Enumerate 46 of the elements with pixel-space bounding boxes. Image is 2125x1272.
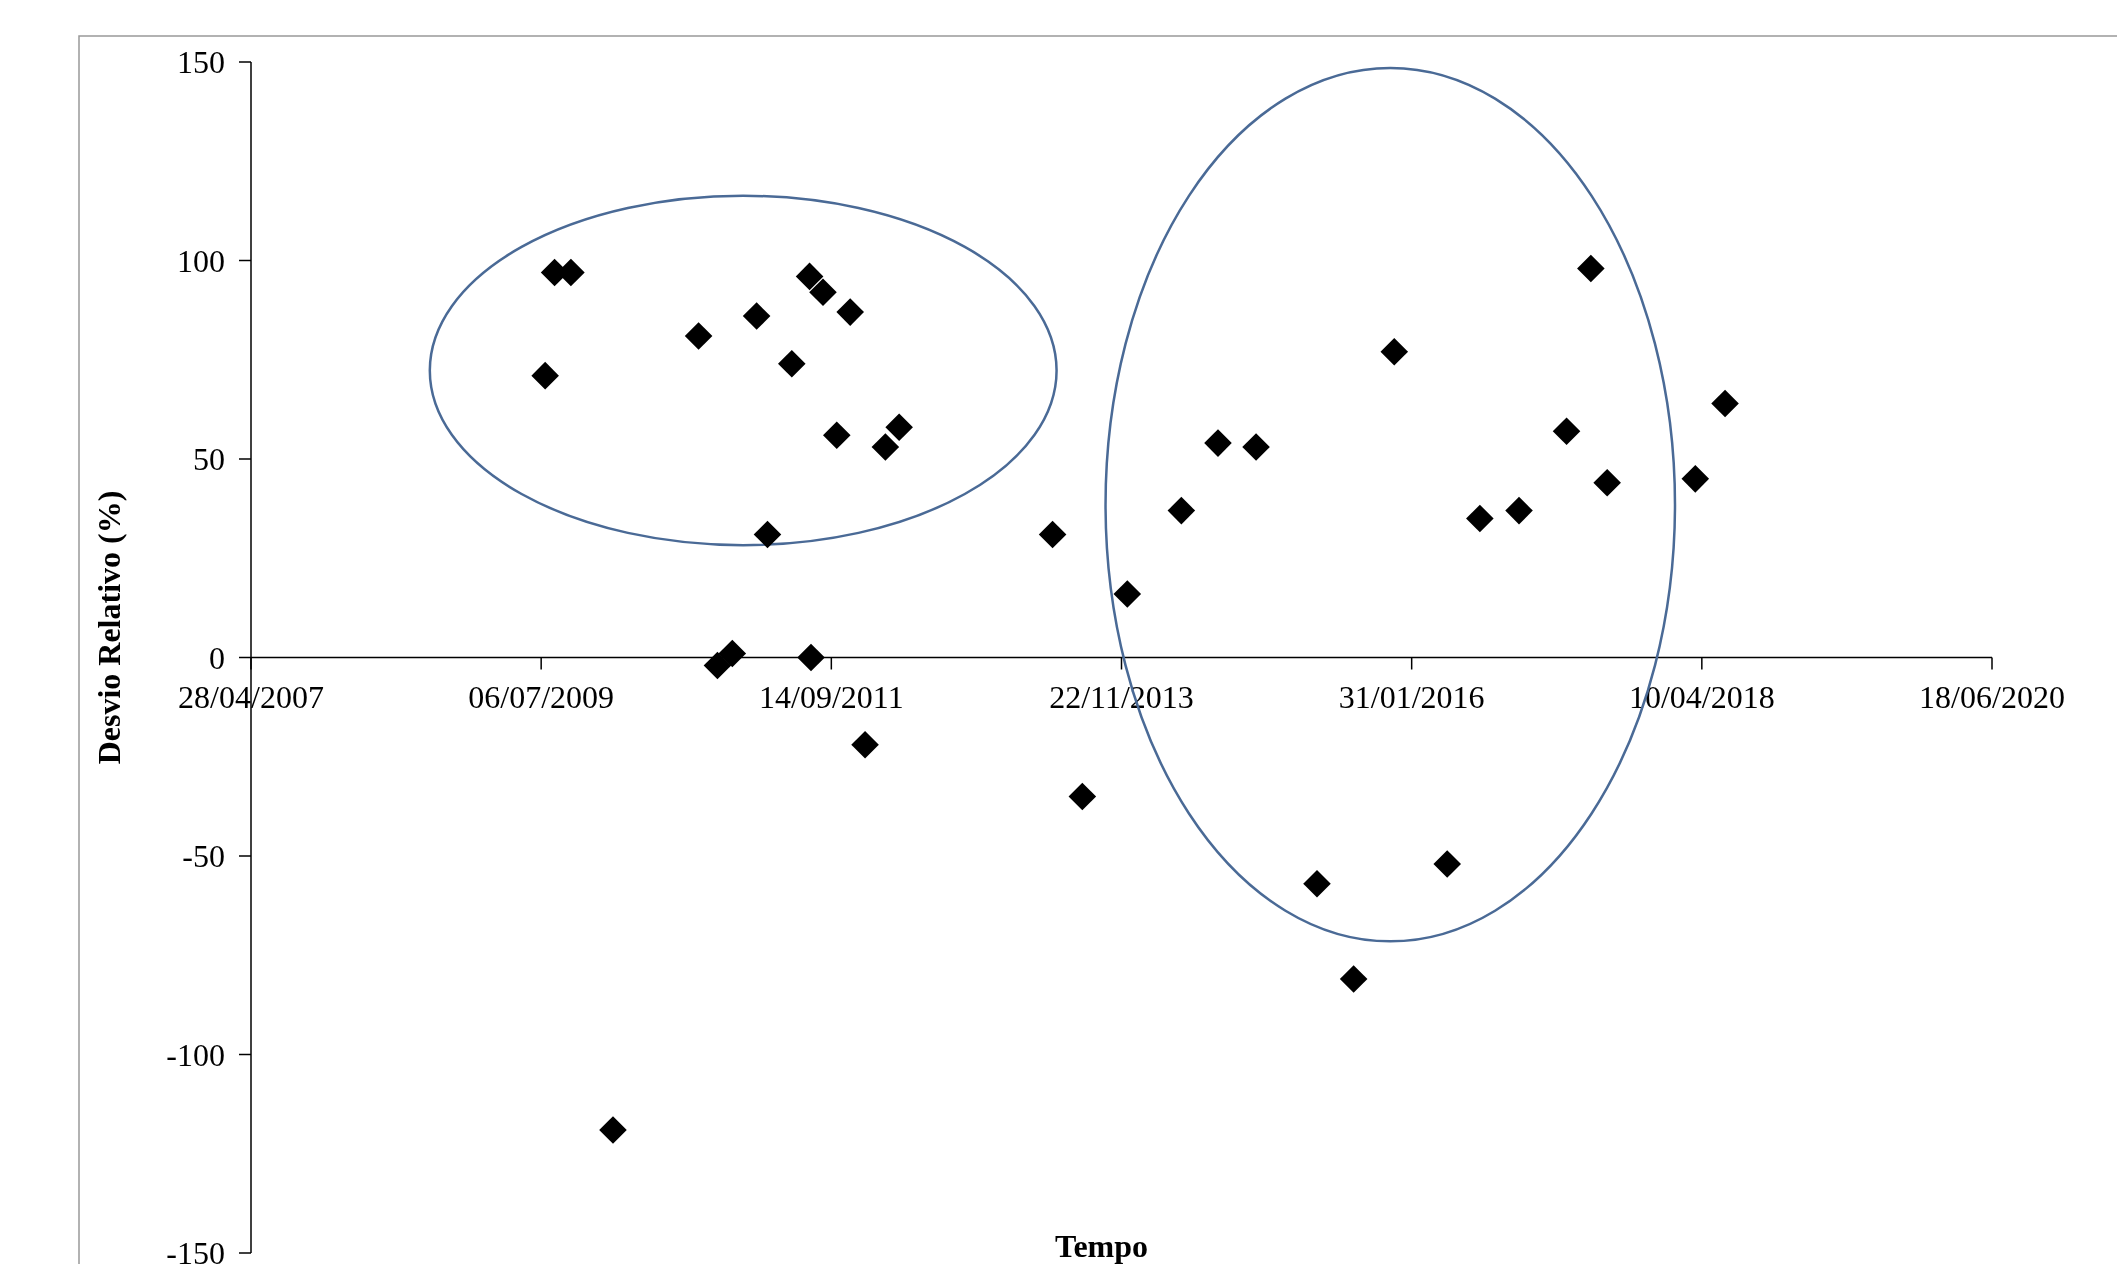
point [1593,469,1621,497]
point [885,413,913,442]
y-tick-label: 50 [193,441,225,478]
point [1303,870,1331,898]
point [1204,429,1232,457]
point [1339,965,1368,993]
point [718,639,747,668]
y-tick-label: -150 [166,1235,225,1272]
point [1577,254,1605,283]
point [836,298,864,326]
x-tick-label: 06/07/2009 [468,678,615,715]
point [1380,338,1409,366]
y-tick-label: 100 [177,242,225,279]
point [809,278,837,307]
point [742,302,771,330]
y-tick-label: 150 [177,44,225,81]
point [1038,520,1067,549]
x-tick-label: 18/06/2020 [1919,678,2065,715]
point [795,262,824,291]
point [778,349,806,378]
point [703,651,732,680]
x-axis-title: Tempo [1054,1228,1149,1264]
y-tick-label: -100 [166,1036,225,1073]
point [822,421,851,449]
point [1552,417,1581,445]
x-tick-label: 31/01/2016 [1338,678,1485,715]
point [1068,782,1097,811]
point [1167,496,1196,525]
point [1681,465,1710,493]
point [1113,580,1142,608]
point [1433,850,1461,878]
x-tick-label: 14/09/2011 [759,678,904,715]
point [531,361,559,390]
point [599,1116,627,1144]
y-axis-title: Desvio Relativo (%) [91,490,127,765]
point [1505,496,1533,525]
y-tick-label: -50 [182,838,225,875]
y-tick-label: 0 [209,639,225,676]
point [797,643,825,672]
point [1242,433,1270,461]
point [851,731,879,759]
point [684,322,713,350]
point [753,520,782,549]
point [1711,389,1739,418]
point [871,433,900,461]
point [1466,504,1494,533]
